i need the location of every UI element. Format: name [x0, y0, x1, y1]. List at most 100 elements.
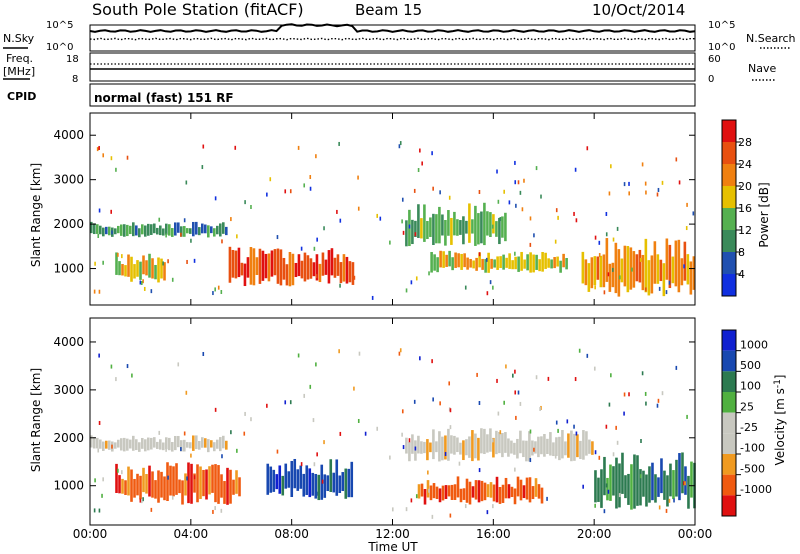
echo-mark	[492, 437, 495, 458]
power-colorbar-tick-label: 4	[738, 268, 745, 281]
echo-mark	[90, 221, 93, 234]
echo-mark	[195, 221, 198, 235]
echo-speckle	[593, 366, 596, 371]
echo-mark	[559, 260, 562, 273]
velocity-colorbar: 1000 500 100 25 -25 -100 -500 -1000	[721, 329, 772, 517]
echo-speckle	[449, 408, 452, 413]
velocity-colorbar-tick-label: -500	[740, 462, 765, 475]
echo-speckle	[514, 180, 517, 185]
echo-mark	[585, 431, 588, 456]
echo-mark	[444, 219, 447, 246]
cpid-label: CPID	[7, 90, 36, 103]
echo-mark	[457, 253, 460, 268]
echo-mark	[439, 250, 442, 268]
echo-mark	[459, 488, 463, 503]
echo-speckle	[478, 401, 481, 406]
echo-mark	[468, 436, 471, 458]
echo-speckle	[321, 479, 324, 484]
echo-speckle	[514, 369, 516, 374]
echo-speckle	[97, 448, 100, 453]
echo-speckle	[236, 234, 238, 239]
echo-mark	[255, 257, 259, 275]
echo-mark	[460, 253, 463, 270]
echo-mark	[229, 469, 232, 504]
echo-mark	[192, 435, 195, 451]
echo-mark	[183, 439, 186, 452]
echo-mark	[195, 435, 198, 450]
echo-mark	[426, 220, 429, 240]
echo-mark	[501, 433, 504, 458]
echo-speckle	[499, 430, 502, 435]
echo-speckle	[316, 237, 318, 242]
echo-speckle	[309, 186, 312, 191]
echo-mark	[181, 480, 184, 505]
echo-speckle	[444, 451, 447, 456]
echo-speckle	[554, 454, 557, 459]
echo-speckle	[594, 285, 596, 290]
echo-mark	[453, 484, 457, 500]
echo-mark	[348, 261, 352, 283]
echo-mark	[465, 220, 468, 234]
power-colorbar-swatch	[722, 186, 736, 208]
echo-mark	[154, 264, 157, 280]
echo-mark	[681, 452, 684, 494]
echo-mark	[405, 220, 408, 247]
echo-mark	[312, 262, 316, 277]
echo-mark	[178, 479, 181, 494]
echo-speckle	[586, 353, 589, 358]
echo-mark	[465, 478, 469, 503]
echo-mark	[591, 441, 594, 455]
echo-mark	[535, 254, 538, 270]
echo-speckle	[675, 157, 678, 162]
echo-speckle	[505, 364, 507, 369]
echo-speckle	[503, 400, 505, 405]
noise-tick-top-right: 10^5	[708, 20, 735, 31]
echo-mark	[576, 434, 579, 458]
echo-mark	[528, 477, 532, 503]
echo-speckle	[98, 145, 100, 150]
echo-mark	[189, 442, 192, 449]
echo-mark	[115, 252, 118, 275]
echo-speckle	[171, 495, 174, 500]
echo-speckle	[401, 432, 403, 437]
echo-mark	[480, 428, 483, 454]
echo-mark	[123, 224, 126, 237]
echo-mark	[534, 478, 538, 497]
echo-speckle	[605, 266, 608, 271]
echo-speckle	[158, 430, 161, 435]
echo-mark	[417, 204, 420, 238]
echo-speckle	[405, 288, 408, 293]
echo-mark	[522, 485, 526, 499]
echo-mark	[587, 263, 591, 292]
echo-speckle	[190, 238, 192, 243]
power-y-axis: 1000 2000 3000 4000	[53, 128, 695, 276]
echo-speckle	[121, 254, 123, 259]
echo-speckle	[336, 209, 338, 214]
echo-mark	[141, 437, 144, 449]
echo-mark	[429, 217, 432, 237]
echo-mark	[129, 225, 132, 235]
echo-speckle	[126, 155, 129, 160]
echo-speckle	[269, 177, 272, 182]
echo-mark	[447, 485, 451, 497]
echo-speckle	[566, 419, 569, 424]
echo-mark	[444, 435, 447, 460]
x-tick-label: 16:00	[476, 527, 511, 541]
echo-mark	[441, 436, 444, 461]
echo-speckle	[686, 414, 688, 419]
echo-mark	[505, 257, 508, 268]
echo-speckle	[641, 162, 644, 167]
echo-mark	[435, 486, 439, 499]
echo-mark	[680, 258, 684, 286]
echo-speckle	[401, 197, 404, 202]
echo-mark	[635, 254, 639, 282]
echo-mark	[429, 485, 433, 501]
echo-speckle	[284, 400, 287, 405]
x-tick-label: 04:00	[174, 527, 209, 541]
freq-tick-bottom: 8	[72, 74, 78, 85]
echo-mark	[538, 259, 541, 272]
y-tick-label: 3000	[53, 173, 84, 187]
echo-mark	[323, 474, 327, 498]
echo-mark	[463, 253, 466, 268]
echo-mark	[513, 488, 517, 505]
